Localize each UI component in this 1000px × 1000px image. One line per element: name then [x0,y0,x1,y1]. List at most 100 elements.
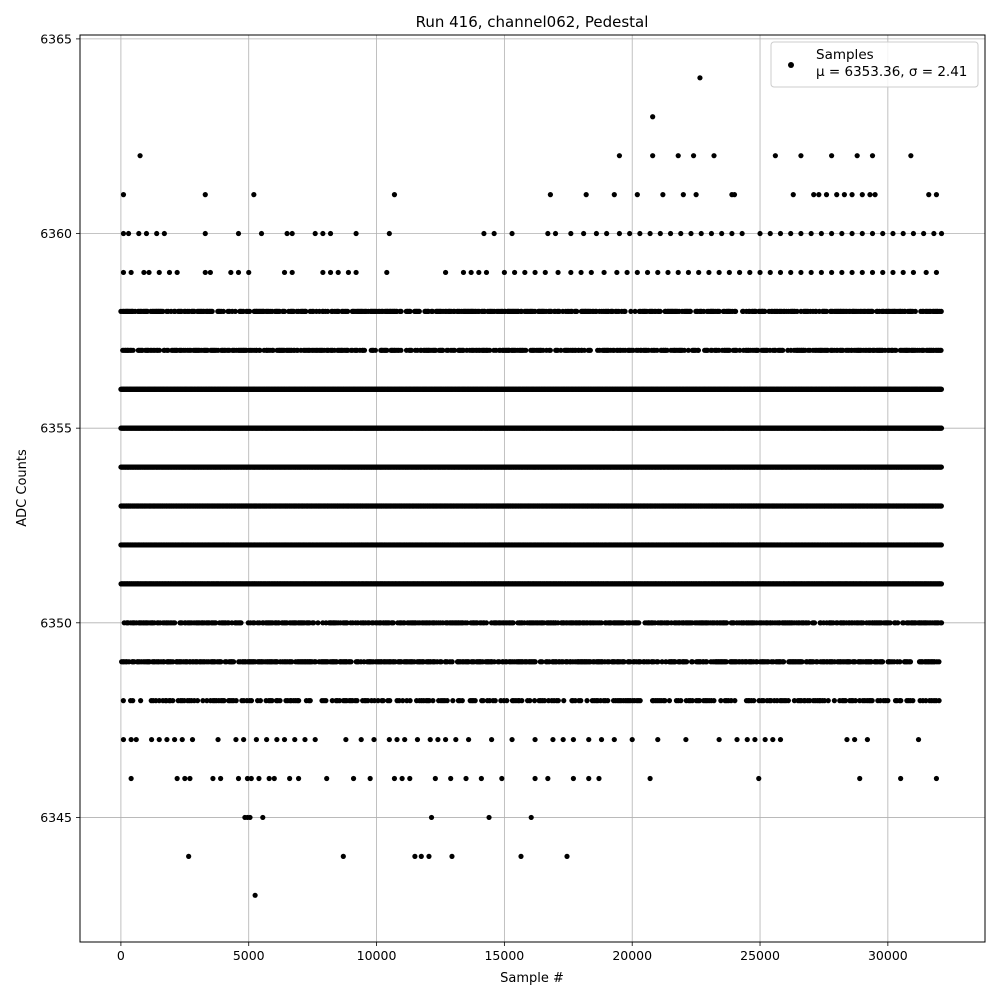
data-point [751,698,757,704]
data-point [230,659,237,665]
data-point [464,620,470,626]
data-point [218,659,224,665]
data-point [269,698,275,704]
data-point [257,698,264,704]
data-point [807,698,813,704]
data-point [472,698,478,704]
data-point [194,698,201,704]
data-point [689,698,696,704]
data-point [426,698,432,704]
data-point [666,698,673,704]
data-point [156,698,162,704]
data-point [312,659,319,665]
data-point [842,698,849,704]
data-point [555,698,561,704]
data-point [936,698,942,704]
data-point [923,698,929,704]
data-point [315,620,321,626]
data-point [344,620,350,626]
data-point [492,698,498,704]
data-point [760,698,767,704]
data-point [852,698,859,704]
data-point [380,698,386,704]
data-point [371,698,378,704]
data-point [655,659,661,665]
data-point [936,659,942,665]
data-point [938,620,945,626]
data-point [689,659,695,665]
data-point [130,698,136,704]
data-point [532,659,538,665]
data-point [354,698,360,704]
data-point [821,698,828,704]
data-point [390,620,396,626]
data-point [584,698,590,704]
data-point [510,620,516,626]
data-point [204,698,210,704]
data-point [898,698,904,704]
data-point [348,659,354,665]
data-point [572,698,578,704]
data-point [504,698,510,704]
data-point [491,659,497,665]
data-point [791,698,798,704]
data-point [444,698,450,704]
data-point [365,698,371,704]
data-point [221,698,227,704]
data-point [480,698,486,704]
data-point [781,659,787,665]
data-point [621,659,627,665]
data-point [684,659,690,665]
data-point [172,620,178,626]
data-point [637,698,643,704]
data-point [605,698,611,704]
data-point [724,620,730,626]
data-point [938,542,944,548]
data-point [831,698,837,704]
data-point [323,698,329,704]
data-point [200,698,206,704]
data-point [879,659,886,665]
data-point [449,659,455,665]
data-point [885,698,891,704]
data-point [531,698,538,704]
data-point [289,659,295,665]
data-point [375,698,381,704]
data-point [483,620,490,626]
data-point [895,620,901,626]
data-point [711,698,717,704]
data-point [799,659,805,665]
data-point [561,698,567,704]
data-point [459,698,465,704]
data-point [678,698,684,704]
data-point [248,698,255,704]
data-point [138,698,144,704]
data-point [659,659,665,665]
data-point [519,698,525,704]
data-point [277,698,283,704]
data-point [910,698,916,704]
data-point [723,659,729,665]
data-point [336,698,343,704]
data-point [120,698,126,704]
data-point [696,698,703,704]
data-point [728,698,734,704]
data-point [704,659,710,665]
data-point [238,620,244,626]
data-point [296,698,302,704]
data-point [825,698,831,704]
data-point [329,698,335,704]
data-point [387,698,393,704]
data-point [170,698,176,704]
data-point [539,659,545,665]
data-point [869,698,875,704]
data-point [233,698,239,704]
data-point [732,698,738,704]
data-point [662,698,668,704]
data-point [438,659,444,665]
data-point [450,698,456,704]
data-point [578,698,584,704]
data-point [307,698,313,704]
